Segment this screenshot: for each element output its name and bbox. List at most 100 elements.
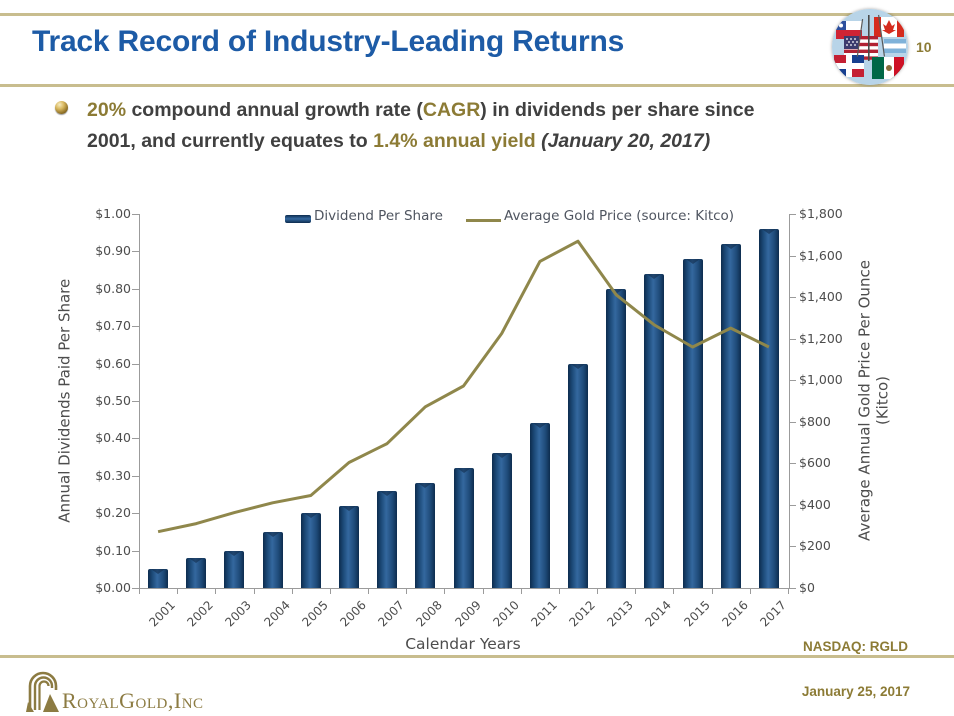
left-axis-tick-mark bbox=[132, 251, 139, 253]
x-axis-year-label: 2003 bbox=[222, 598, 255, 630]
right-axis-tick-mark bbox=[789, 255, 796, 257]
right-axis-title-line2: (Kitco) bbox=[873, 376, 891, 426]
x-axis-tick-mark bbox=[139, 589, 140, 594]
x-axis-year-label: 2015 bbox=[680, 598, 713, 630]
key-message-segment: 20% bbox=[87, 99, 127, 121]
dividend-bar-2003 bbox=[224, 550, 245, 588]
dividend-bar-2014 bbox=[644, 273, 665, 588]
x-axis-tick-mark bbox=[253, 589, 255, 594]
x-axis-tick-mark bbox=[329, 589, 331, 594]
nasdaq-ticker: NASDAQ: RGLD bbox=[803, 639, 908, 654]
x-axis-tick-mark bbox=[673, 589, 675, 594]
x-axis-tick-mark bbox=[177, 589, 179, 594]
right-axis-tick-label: $600 bbox=[799, 455, 831, 471]
left-axis-tick-label: $0.90 bbox=[95, 243, 131, 259]
x-axis-year-label: 2013 bbox=[604, 598, 637, 630]
left-axis-tick-label: $0.10 bbox=[95, 542, 131, 558]
x-axis-tick-mark bbox=[368, 589, 370, 594]
slide-date: January 25, 2017 bbox=[801, 684, 910, 699]
chart-plot-area bbox=[139, 214, 790, 589]
flags-graphic bbox=[832, 9, 908, 85]
dividend-bar-2013 bbox=[606, 288, 627, 588]
footer-divider bbox=[0, 655, 954, 658]
page-number: 10 bbox=[916, 39, 932, 55]
dividend-bar-2002 bbox=[186, 558, 207, 588]
x-axis-year-label: 2010 bbox=[490, 598, 522, 630]
right-axis-title-line1: Average Annual Gold Price Per Ounce bbox=[855, 260, 874, 541]
legend-bar-label: Dividend Per Share bbox=[314, 208, 443, 224]
x-axis-year-label: 2006 bbox=[337, 598, 369, 630]
x-axis-tick-mark bbox=[291, 589, 293, 594]
key-message-segment: 1.4% annual yield bbox=[373, 130, 536, 152]
key-message-line: 20% compound annual growth rate (CAGR) i… bbox=[87, 95, 907, 126]
legend-line-swatch bbox=[466, 219, 501, 222]
key-message-line: 2001, and currently equates to 1.4% annu… bbox=[87, 126, 907, 157]
right-axis-tick-label: $1,400 bbox=[799, 289, 843, 305]
x-axis-tick-mark bbox=[788, 589, 789, 594]
x-axis-year-label: 2005 bbox=[299, 598, 331, 630]
left-axis-tick-label: $0.80 bbox=[95, 280, 131, 296]
key-message: 20% compound annual growth rate (CAGR) i… bbox=[87, 95, 907, 157]
gold-ball-bullet-icon bbox=[55, 101, 68, 114]
left-axis-tick-label: $0.70 bbox=[95, 318, 131, 334]
left-axis-tick-mark bbox=[132, 588, 139, 589]
key-message-segment: CAGR bbox=[422, 99, 481, 121]
title-divider bbox=[0, 84, 954, 87]
right-axis-tick-mark bbox=[789, 588, 796, 589]
right-axis-tick-label: $800 bbox=[799, 413, 831, 429]
right-axis-tick-mark bbox=[789, 297, 796, 299]
dividend-bar-2001 bbox=[148, 569, 169, 588]
right-axis-tick-label: $1,600 bbox=[799, 247, 843, 263]
page-title: Track Record of Industry-Leading Returns bbox=[32, 25, 625, 58]
x-axis-year-label: 2016 bbox=[719, 598, 751, 630]
right-axis-tick-label: $1,200 bbox=[799, 330, 843, 346]
right-axis-tick-mark bbox=[789, 463, 796, 465]
dividend-bar-2015 bbox=[682, 258, 703, 588]
x-axis-tick-mark bbox=[482, 589, 484, 594]
key-message-segment: (January 20, 2017) bbox=[541, 130, 711, 152]
left-axis-tick-mark bbox=[132, 288, 139, 290]
legend-bar-swatch bbox=[285, 215, 311, 223]
left-axis-tick-label: $0.30 bbox=[95, 467, 131, 483]
x-axis-year-label: 2002 bbox=[184, 598, 217, 630]
dividend-bar-2010 bbox=[491, 453, 512, 588]
right-axis-tick-mark bbox=[789, 504, 796, 506]
x-axis-year-label: 2017 bbox=[757, 598, 789, 630]
left-axis-tick-label: $0.20 bbox=[95, 505, 131, 521]
left-axis-tick-mark bbox=[132, 513, 139, 515]
x-axis-tick-mark bbox=[444, 589, 446, 594]
x-axis-tick-mark bbox=[558, 589, 560, 594]
x-axis-year-label: 2014 bbox=[642, 598, 675, 630]
x-axis-title: Calendar Years bbox=[405, 635, 521, 653]
x-axis-tick-mark bbox=[635, 589, 637, 594]
right-axis-title: Average Annual Gold Price Per Ounce (Kit… bbox=[855, 214, 892, 588]
dividend-bar-2012 bbox=[568, 363, 589, 588]
right-axis-tick-label: $200 bbox=[799, 538, 831, 554]
left-axis-tick-label: $0.00 bbox=[95, 580, 131, 595]
top-divider bbox=[0, 13, 954, 16]
legend-line-label: Average Gold Price (source: Kitco) bbox=[504, 208, 735, 224]
x-axis-year-label: 2009 bbox=[451, 598, 484, 630]
right-axis-tick-mark bbox=[789, 421, 796, 423]
left-axis-tick-mark bbox=[132, 438, 139, 440]
x-axis-tick-mark bbox=[520, 589, 522, 594]
x-axis-tick-mark bbox=[749, 589, 751, 594]
dividend-bar-2009 bbox=[453, 468, 474, 588]
key-message-segment: ) in dividends per share since bbox=[480, 99, 755, 121]
x-axis-tick-mark bbox=[406, 589, 408, 594]
dividend-bar-2017 bbox=[758, 228, 779, 588]
right-axis-tick-mark bbox=[789, 338, 796, 340]
dividend-bar-2011 bbox=[529, 423, 550, 588]
x-axis-tick-mark bbox=[597, 589, 599, 594]
right-axis-tick-label: $1,000 bbox=[799, 372, 843, 388]
x-axis-year-label: 2008 bbox=[413, 598, 446, 630]
dividend-bar-2016 bbox=[720, 243, 741, 588]
x-axis-year-label: 2001 bbox=[146, 598, 178, 630]
key-message-segment: compound annual growth rate ( bbox=[126, 99, 423, 121]
x-axis-year-label: 2012 bbox=[566, 598, 598, 630]
left-axis-tick-mark bbox=[132, 475, 139, 477]
right-axis-tick-mark bbox=[789, 214, 796, 215]
right-axis-tick-label: $0 bbox=[799, 580, 815, 595]
dividend-bar-2005 bbox=[300, 513, 321, 588]
